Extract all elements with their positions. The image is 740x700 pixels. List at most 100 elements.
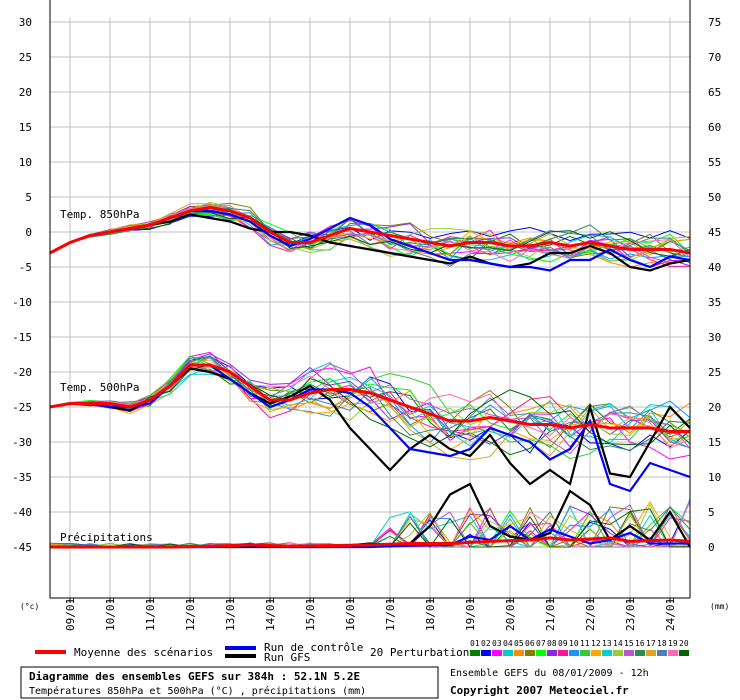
x-tick-label: 11/01 xyxy=(144,598,157,631)
section-label-t850: Temp. 850hPa xyxy=(60,208,139,221)
x-tick-label: 21/01 xyxy=(544,598,557,631)
left-tick-label: -15 xyxy=(12,331,32,344)
section-label-precip: Précipitations xyxy=(60,531,153,544)
left-tick-label: -30 xyxy=(12,436,32,449)
left-tick-label: -25 xyxy=(12,401,32,414)
x-tick-label: 15/01 xyxy=(304,598,317,631)
perturbation-swatch xyxy=(470,650,480,656)
perturbation-number: 04 xyxy=(503,639,513,648)
perturbation-swatch xyxy=(481,650,491,656)
perturbation-swatch xyxy=(602,650,612,656)
right-tick-label: 65 xyxy=(708,86,721,99)
left-axis-unit: (°c) xyxy=(20,602,39,611)
perturbation-number: 02 xyxy=(481,639,491,648)
right-tick-label: 40 xyxy=(708,261,721,274)
right-tick-label: 0 xyxy=(708,541,715,554)
perturbation-swatch xyxy=(558,650,568,656)
main-series-lines xyxy=(49,205,691,549)
perturbation-legend: 01 02 03 04 05 06 07 08 09 10 11 12 13 14 15 16 17 18 19 20 xyxy=(470,639,689,656)
perturbation-swatch xyxy=(569,650,579,656)
left-tick-label: 5 xyxy=(25,191,32,204)
x-tick-label: 17/01 xyxy=(384,598,397,631)
right-axis-unit: (mm) xyxy=(710,602,729,611)
left-tick-label: -10 xyxy=(12,296,32,309)
x-tick-label: 13/01 xyxy=(224,598,237,631)
perturbation-swatch xyxy=(635,650,645,656)
right-tick-label: 50 xyxy=(708,191,721,204)
mean-t500-line xyxy=(49,363,690,433)
legend-mean-label: Moyenne des scénarios xyxy=(74,646,213,659)
perturbation-swatch xyxy=(514,650,524,656)
right-tick-label: 10 xyxy=(708,471,721,484)
right-tick-label: 35 xyxy=(708,296,721,309)
right-tick-label: 60 xyxy=(708,121,721,134)
left-tick-label: 0 xyxy=(25,226,32,239)
x-tick-label: 18/01 xyxy=(424,598,437,631)
section-label-t500: Temp. 500hPa xyxy=(60,381,139,394)
x-tick-label: 12/01 xyxy=(184,598,197,631)
perturbation-number: 15 xyxy=(624,639,634,648)
left-tick-label: 10 xyxy=(19,156,32,169)
x-tick-label: 20/01 xyxy=(504,598,517,631)
left-tick-label: -35 xyxy=(12,471,32,484)
left-tick-label: 20 xyxy=(19,86,32,99)
x-tick-label: 19/01 xyxy=(464,598,477,631)
perturbation-line xyxy=(49,359,691,451)
perturbation-number: 09 xyxy=(558,639,568,648)
perturbation-number: 05 xyxy=(514,639,524,648)
plot-frame xyxy=(49,0,691,599)
mean-t850-line xyxy=(49,205,691,255)
x-tick-label: 10/01 xyxy=(104,598,117,631)
right-tick-label: 70 xyxy=(708,51,721,64)
x-tick-label: 23/01 xyxy=(624,598,637,631)
right-tick-label: 75 xyxy=(708,16,721,29)
right-tick-label: 45 xyxy=(708,226,721,239)
perturbation-number: 12 xyxy=(591,639,601,648)
perturbation-number: 17 xyxy=(646,639,656,648)
x-axis: 09/01 10/01 11/01 12/01 13/01 14/01 15/01 16/01… xyxy=(64,598,677,631)
x-tick-label: 14/01 xyxy=(264,598,277,631)
perturbation-swatch xyxy=(646,650,656,656)
legend-control-label: Run de contrôle xyxy=(264,641,363,654)
perturbation-number: 18 xyxy=(657,639,667,648)
control-t500-line xyxy=(49,363,691,493)
left-tick-label: -5 xyxy=(19,261,32,274)
perturbation-number: 16 xyxy=(635,639,645,648)
perturbation-swatch xyxy=(591,650,601,656)
legend-perturbations-label: 20 Perturbations xyxy=(370,646,476,659)
perturbation-number: 06 xyxy=(525,639,535,648)
perturbation-swatch xyxy=(613,650,623,656)
right-tick-label: 20 xyxy=(708,401,721,414)
right-tick-label: 15 xyxy=(708,436,721,449)
right-tick-label: 30 xyxy=(708,331,721,344)
perturbation-swatch xyxy=(525,650,535,656)
perturbation-swatch xyxy=(547,650,557,656)
perturbation-swatch xyxy=(536,650,546,656)
x-tick-label: 09/01 xyxy=(64,598,77,631)
left-tick-label: 25 xyxy=(19,51,32,64)
x-tick-label: 16/01 xyxy=(344,598,357,631)
left-tick-label: -40 xyxy=(12,506,32,519)
perturbation-swatch xyxy=(657,650,667,656)
left-tick-label: -45 xyxy=(12,541,32,554)
perturbation-line xyxy=(49,209,691,257)
perturbation-number: 10 xyxy=(569,639,579,648)
footer-copyright: Copyright 2007 Meteociel.fr xyxy=(450,684,629,697)
grid xyxy=(50,18,690,598)
right-tick-label: 5 xyxy=(708,506,715,519)
perturbation-number: 07 xyxy=(536,639,546,648)
perturbation-number: 11 xyxy=(580,639,590,648)
footer-title: Diagramme des ensembles GEFS sur 384h : … xyxy=(29,670,360,683)
perturbation-number: 14 xyxy=(613,639,623,648)
perturbation-number: 19 xyxy=(668,639,678,648)
footer-subtitle: Températures 850hPa et 500hPa (°C) , pré… xyxy=(29,685,366,697)
perturbation-line xyxy=(49,363,691,461)
perturbation-number: 08 xyxy=(547,639,557,648)
footer-run: Ensemble GEFS du 08/01/2009 - 12h xyxy=(450,668,649,679)
left-tick-label: 30 xyxy=(19,16,32,29)
x-tick-label: 22/01 xyxy=(584,598,597,631)
perturbation-number: 03 xyxy=(492,639,502,648)
perturbation-swatch xyxy=(580,650,590,656)
